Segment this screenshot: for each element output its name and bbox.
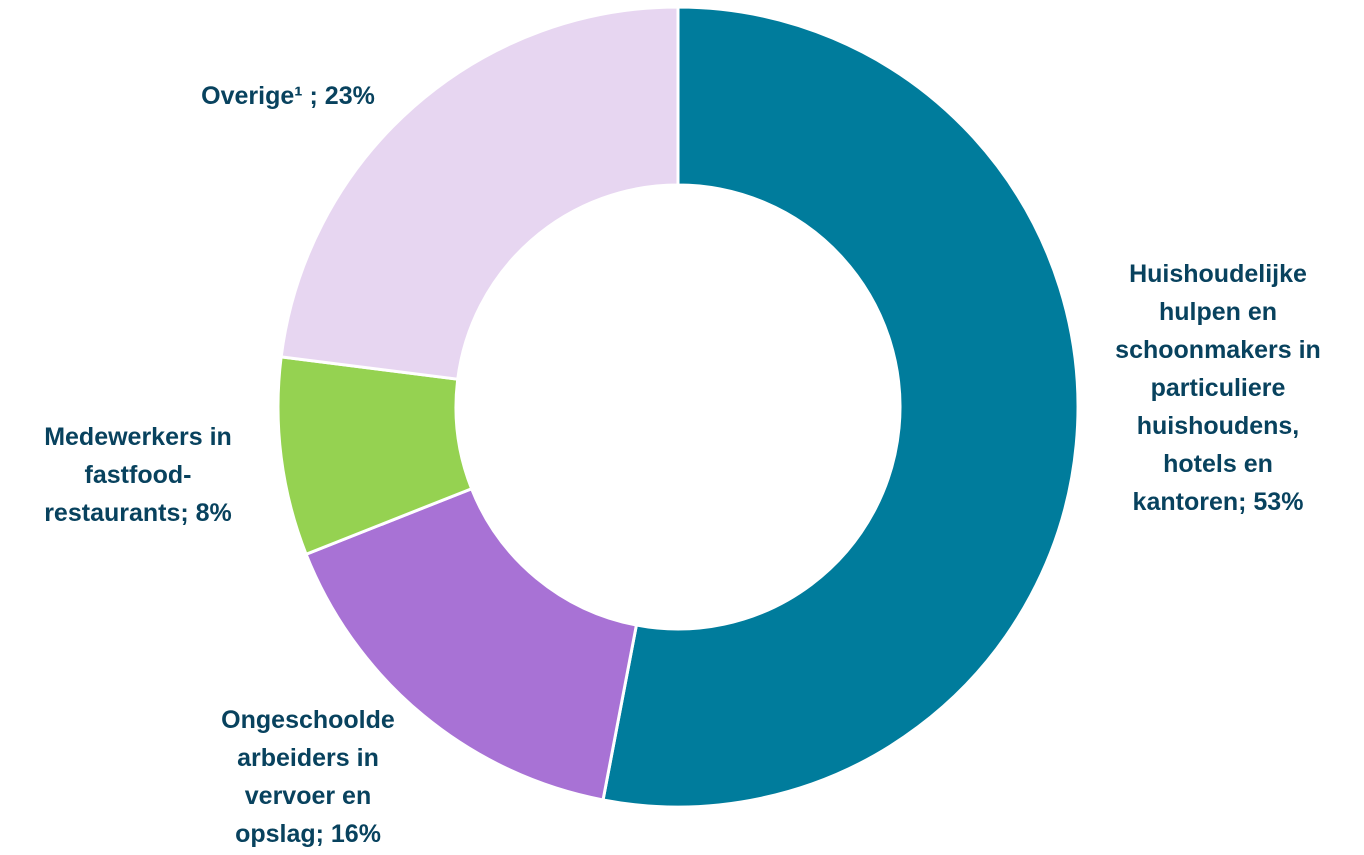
slice-label-line: opslag; 16% [235, 820, 381, 848]
slice-label-line: hotels en [1163, 450, 1273, 478]
slice-label-line: hulpen en [1159, 298, 1277, 326]
slice-label-line: vervoer en [245, 782, 371, 810]
slice-labels: Huishoudelijke hulpen en schoonmakers in pa… [44, 82, 1321, 848]
donut-slices [276, 5, 1080, 809]
donut-slice-4 [279, 5, 680, 381]
slice-label-line: arbeiders in [237, 744, 379, 772]
donut-slice-2 [304, 486, 639, 802]
slice-label-line: schoonmakers in [1115, 336, 1321, 364]
slice-label-line: fastfood- [85, 461, 192, 489]
slice-label-2: Ongeschoolde arbeiders in vervoer en opslag… [221, 706, 395, 848]
slice-label-line: Overige¹ ; 23% [201, 82, 375, 110]
slice-label-line: Ongeschoolde [221, 706, 395, 734]
slice-label-line: kantoren; 53% [1133, 488, 1304, 516]
slice-label-1: Huishoudelijke hulpen en schoonmakers in pa… [1115, 260, 1321, 516]
donut-slice-1 [601, 5, 1080, 809]
slice-label-3: Medewerkers in fastfood-restaurants; 8% [44, 423, 232, 527]
slice-label-line: particuliere [1151, 374, 1286, 402]
slice-label-line: restaurants; 8% [44, 499, 232, 527]
slice-label-line: Huishoudelijke [1129, 260, 1307, 288]
slice-label-line: huishoudens, [1137, 412, 1300, 440]
slice-label-line: Medewerkers in [44, 423, 232, 451]
slice-label-4: Overige¹ ; 23% [201, 82, 375, 110]
